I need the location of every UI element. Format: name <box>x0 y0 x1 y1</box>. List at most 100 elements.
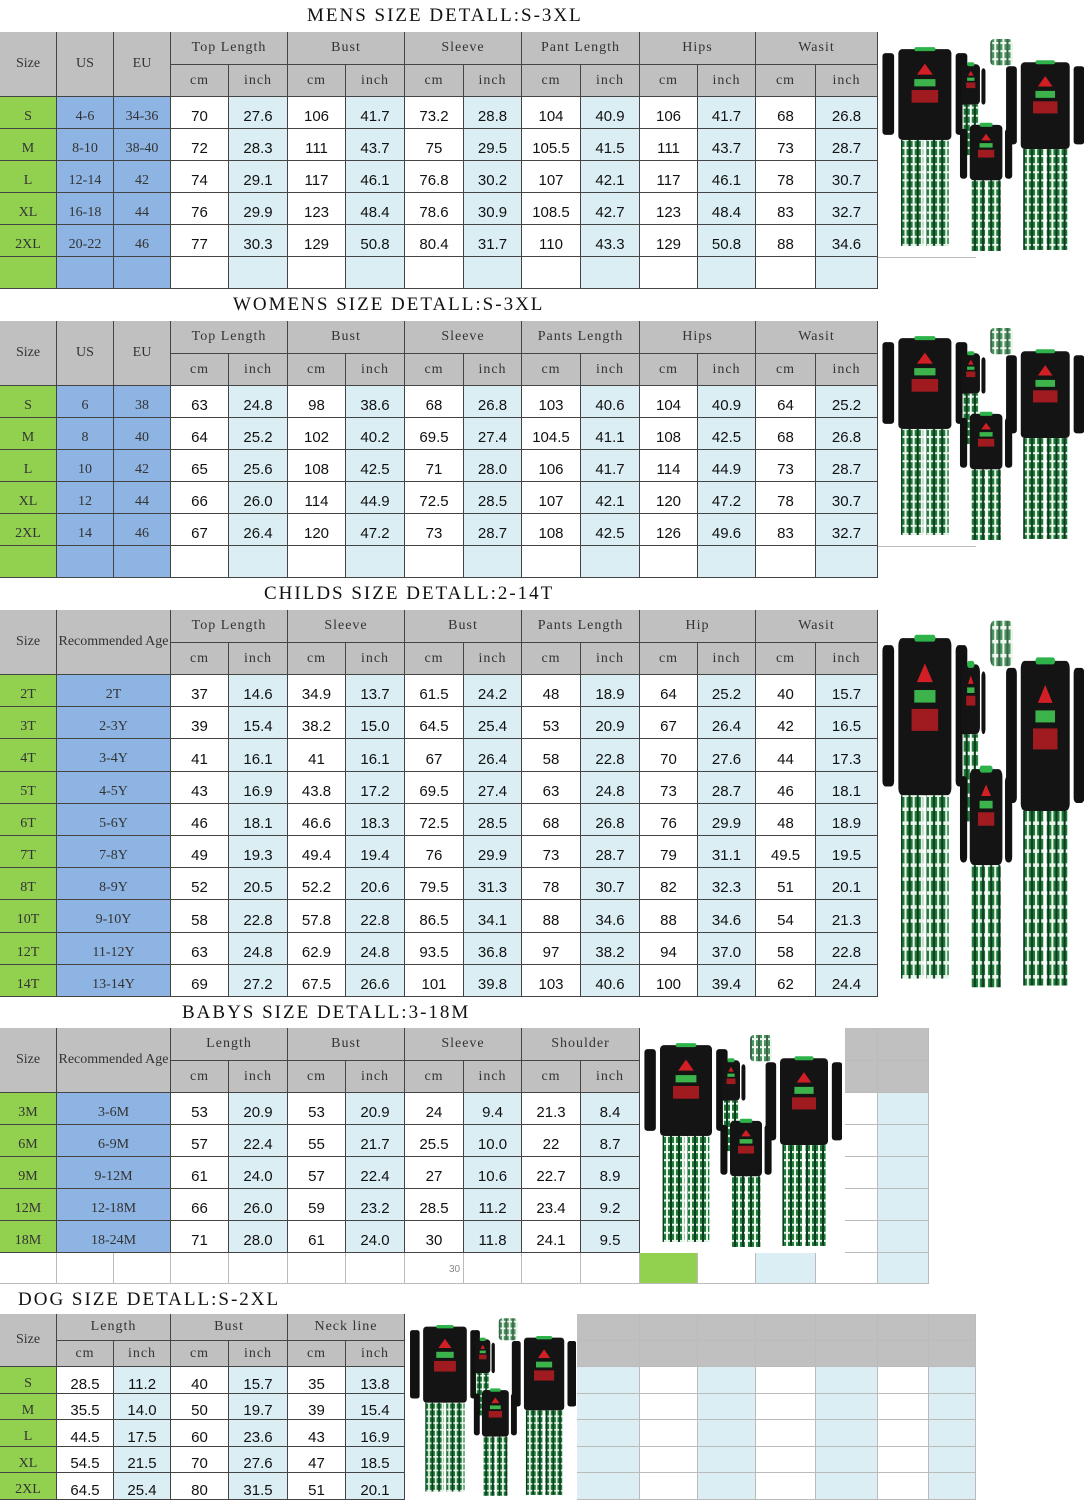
lead-cell: 16-18 <box>57 193 114 225</box>
lead-cell: 14 <box>57 514 114 546</box>
section-title: WOMENS SIZE DETALL:S-3XL <box>233 294 545 315</box>
cm-value-cell: 27 <box>405 1157 464 1189</box>
inch-value-cell: 24.8 <box>229 933 288 965</box>
unit-header: inch <box>229 1341 288 1367</box>
unit-header: cm <box>405 643 464 675</box>
empty-cell <box>845 1125 878 1157</box>
unit-header: cm <box>405 354 464 386</box>
cm-value-cell: 104 <box>640 386 698 418</box>
empty-cell <box>756 257 816 289</box>
size-cell: 6T <box>0 804 57 836</box>
inch-value-cell: 19.5 <box>816 836 878 868</box>
inch-value-cell: 26.4 <box>229 514 288 546</box>
lead-cell: 8-10 <box>57 129 114 161</box>
inch-value-cell: 28.7 <box>698 772 756 804</box>
lead-cell: 42 <box>114 450 171 482</box>
empty-cell <box>816 1314 878 1341</box>
column-group-header: Bust <box>405 610 522 643</box>
inch-value-cell: 26.6 <box>346 965 405 997</box>
empty-cell <box>878 257 976 258</box>
inch-value-cell: 41.1 <box>581 418 640 450</box>
empty-cell <box>57 1253 114 1284</box>
empty-cell <box>346 546 405 578</box>
cm-value-cell: 107 <box>522 482 581 514</box>
unit-header: cm <box>640 643 698 675</box>
empty-cell <box>929 1394 976 1420</box>
cm-value-cell: 73 <box>640 772 698 804</box>
cm-value-cell: 78 <box>756 161 816 193</box>
inch-value-cell: 24.4 <box>816 965 878 997</box>
family-pajamas-image <box>410 1318 576 1496</box>
empty-cell <box>405 1253 464 1284</box>
unit-header: cm <box>288 643 346 675</box>
cm-value-cell: 103 <box>522 965 581 997</box>
empty-cell <box>698 1420 756 1447</box>
unit-header: inch <box>816 354 878 386</box>
lead-cell: 3-4Y <box>57 739 171 772</box>
inch-value-cell: 17.5 <box>114 1420 171 1447</box>
empty-cell <box>288 546 346 578</box>
cm-value-cell: 60 <box>171 1420 229 1447</box>
cm-value-cell: 48 <box>756 804 816 836</box>
cm-value-cell: 123 <box>288 193 346 225</box>
column-group-header: Pants Length <box>522 321 640 354</box>
cm-value-cell: 63 <box>522 772 581 804</box>
column-group-header: Top Length <box>171 321 288 354</box>
unit-header: cm <box>171 65 229 97</box>
inch-value-cell: 15.4 <box>229 707 288 739</box>
cm-value-cell: 64.5 <box>405 707 464 739</box>
cm-value-cell: 49.5 <box>756 836 816 868</box>
empty-cell <box>114 257 171 289</box>
cm-value-cell: 70 <box>171 97 229 129</box>
inch-value-cell: 49.6 <box>698 514 756 546</box>
inch-value-cell: 10.0 <box>464 1125 522 1157</box>
cm-value-cell: 54.5 <box>57 1447 114 1473</box>
inch-value-cell: 26.8 <box>816 418 878 450</box>
lead-cell: 6 <box>57 386 114 418</box>
cm-value-cell: 21.3 <box>522 1093 581 1125</box>
cm-value-cell: 110 <box>522 225 581 257</box>
footer-note: 30 <box>449 1264 461 1275</box>
cm-value-cell: 76 <box>640 804 698 836</box>
empty-cell <box>114 546 171 578</box>
inch-value-cell: 30.7 <box>816 161 878 193</box>
lead-cell: 12-14 <box>57 161 114 193</box>
empty-cell <box>698 546 756 578</box>
lead-cell: 8 <box>57 418 114 450</box>
cm-value-cell: 43 <box>288 1420 346 1447</box>
cm-value-cell: 67 <box>405 739 464 772</box>
lead-cell: 9-12M <box>57 1157 171 1189</box>
inch-value-cell: 41.7 <box>698 97 756 129</box>
empty-cell <box>577 1473 640 1500</box>
cm-value-cell: 94 <box>640 933 698 965</box>
size-cell: L <box>0 161 57 193</box>
cm-value-cell: 77 <box>171 225 229 257</box>
empty-cell <box>816 1253 878 1284</box>
cm-value-cell: 38.2 <box>288 707 346 739</box>
inch-value-cell: 24.0 <box>229 1157 288 1189</box>
unit-header: cm <box>288 65 346 97</box>
cm-value-cell: 40 <box>171 1367 229 1394</box>
inch-value-cell: 22.4 <box>346 1157 405 1189</box>
empty-cell <box>756 1394 816 1420</box>
unit-header: cm <box>57 1341 114 1367</box>
empty-cell <box>522 1253 581 1284</box>
size-cell: 12M <box>0 1189 57 1221</box>
inch-value-cell: 15.0 <box>346 707 405 739</box>
cm-value-cell: 68 <box>756 418 816 450</box>
cm-value-cell: 58 <box>756 933 816 965</box>
inch-value-cell: 44.9 <box>346 482 405 514</box>
cm-value-cell: 78 <box>756 482 816 514</box>
size-cell: 2XL <box>0 514 57 546</box>
cm-value-cell: 48 <box>522 675 581 707</box>
lead-cell: 6-9M <box>57 1125 171 1157</box>
empty-cell <box>522 546 581 578</box>
empty-cell <box>756 1447 816 1473</box>
inch-value-cell: 24.2 <box>464 675 522 707</box>
inch-value-cell: 11.2 <box>114 1367 171 1394</box>
cm-value-cell: 54 <box>756 900 816 933</box>
cm-value-cell: 117 <box>640 161 698 193</box>
lead-cell: 44 <box>114 193 171 225</box>
empty-cell <box>878 1028 929 1061</box>
inch-value-cell: 43.7 <box>698 129 756 161</box>
